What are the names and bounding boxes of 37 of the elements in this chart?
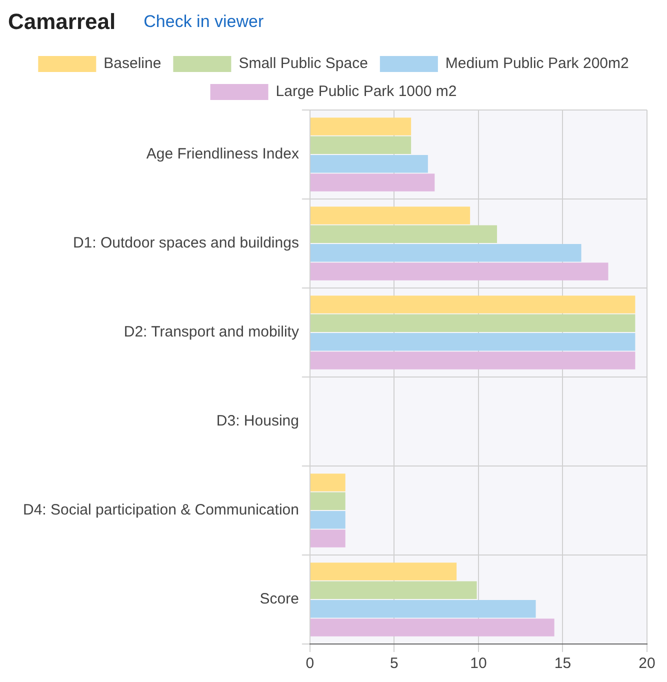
bar — [310, 352, 636, 370]
bar — [310, 332, 636, 351]
bar — [310, 581, 477, 600]
y-tick-label: Score — [260, 590, 299, 608]
bar — [310, 530, 346, 548]
bar — [310, 562, 457, 580]
bar — [310, 154, 428, 173]
bar — [310, 474, 346, 492]
legend-label: Small Public Space — [238, 55, 368, 72]
bar — [310, 510, 346, 529]
bar — [310, 314, 636, 332]
bar — [310, 118, 412, 136]
y-tick-label: Age Friendliness Index — [146, 146, 300, 163]
legend-label: Large Public Park 1000 m2 — [276, 83, 457, 100]
y-tick-label: D3: Housing — [216, 412, 299, 430]
x-tick-label: 5 — [390, 655, 398, 672]
bar — [310, 262, 608, 280]
text: Camarreal — [8, 9, 116, 35]
bar — [310, 244, 582, 262]
x-tick-label: 15 — [554, 655, 572, 672]
y-tick-label: D4: Social participation & Communication — [22, 502, 299, 519]
bar — [310, 296, 636, 314]
x-tick-label: 20 — [638, 655, 656, 672]
legend-label: Medium Public Park 200m2 — [445, 55, 629, 72]
chart-subtitle: Check in viewer — [144, 12, 264, 32]
bar — [310, 492, 346, 510]
bar — [310, 174, 435, 192]
bar — [310, 618, 554, 636]
x-tick-label: 10 — [470, 655, 487, 672]
bar — [310, 206, 470, 224]
y-tick-label: D2: Transport and mobility — [124, 324, 300, 341]
y-tick-label: D1: Outdoor spaces and buildings — [72, 234, 299, 252]
bar — [310, 600, 536, 618]
bar — [310, 136, 412, 154]
bar — [310, 225, 498, 244]
legend-label: Baseline — [104, 55, 162, 72]
x-tick-label: 0 — [306, 655, 314, 672]
